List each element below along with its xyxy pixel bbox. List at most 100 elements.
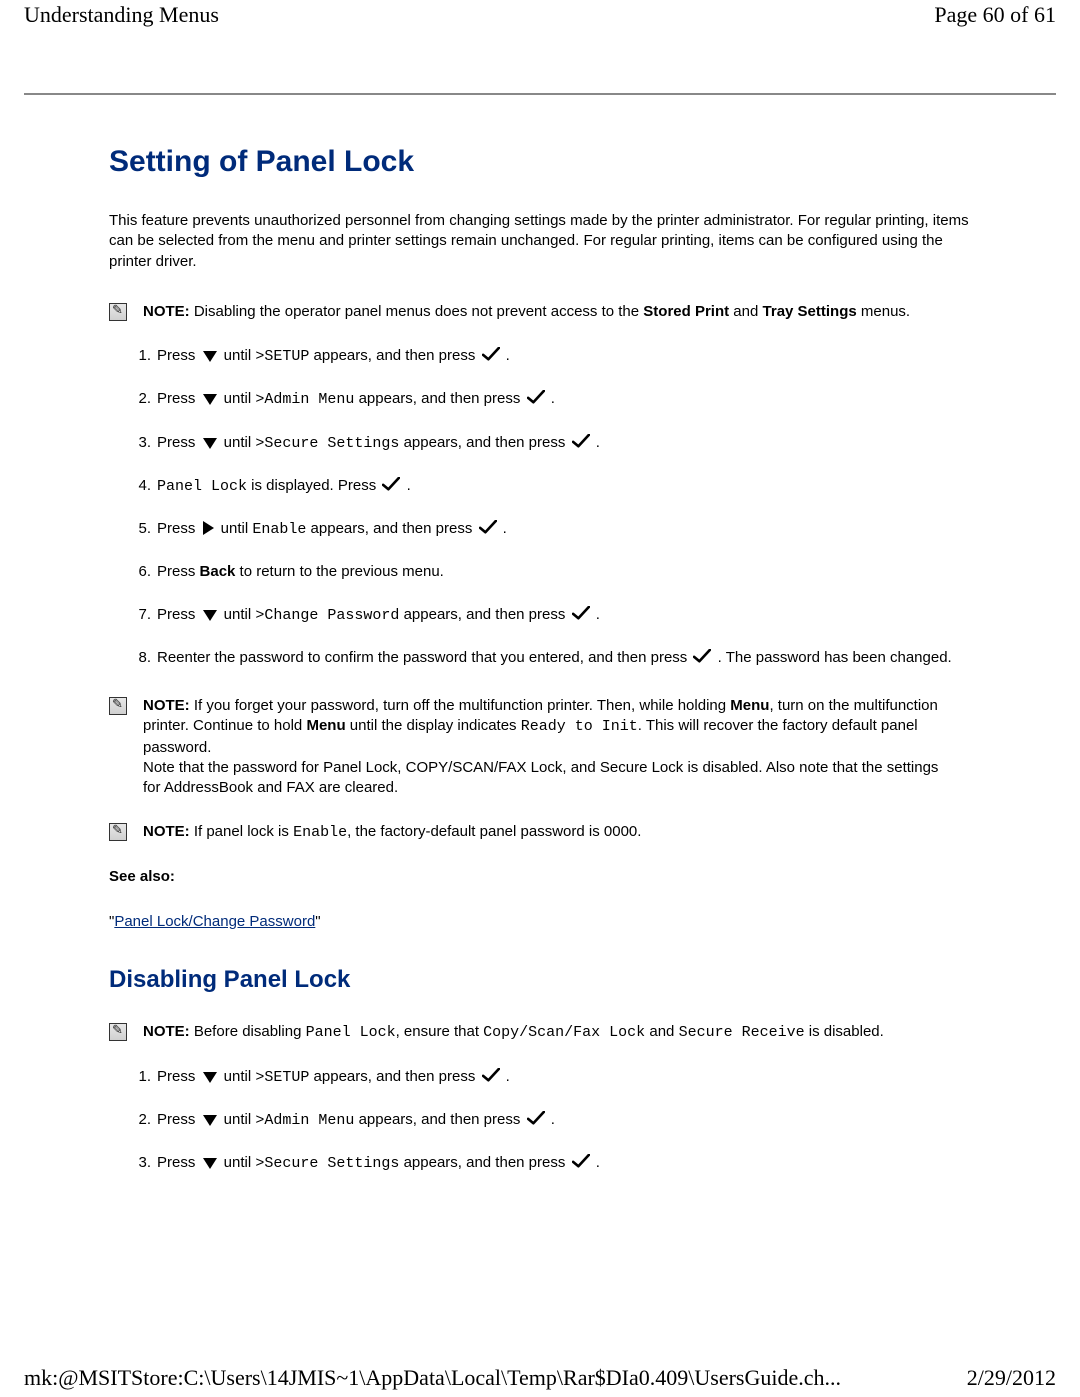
step-item: Press until >SETUP appears, and then pre… (143, 346, 971, 367)
note-label: NOTE: (143, 823, 190, 840)
see-also-link[interactable]: Panel Lock/Change Password (114, 913, 315, 930)
step-text: Press (157, 520, 200, 537)
see-also-line: "Panel Lock/Change Password" (109, 913, 971, 930)
down-icon (203, 610, 217, 621)
divider (24, 93, 1056, 95)
note-text: is disabled. (805, 1023, 884, 1040)
note-label: NOTE: (143, 303, 190, 320)
note-block: NOTE: Before disabling Panel Lock, ensur… (109, 1022, 971, 1043)
note-icon (109, 697, 127, 715)
check-icon (527, 1111, 545, 1125)
steps-list: Press until >SETUP appears, and then pre… (109, 1067, 971, 1175)
step-text: appears, and then press (354, 390, 524, 407)
step-text: appears, and then press (399, 1154, 569, 1171)
note-text: Note that the password for Panel Lock, C… (143, 759, 938, 796)
step-text: until (220, 1154, 256, 1171)
down-icon (203, 438, 217, 449)
down-icon (203, 1115, 217, 1126)
step-item: Panel Lock is displayed. Press . (143, 476, 971, 497)
step-item: Press until Enable appears, and then pre… (143, 519, 971, 540)
step-code: Copy/Scan/Fax Lock (483, 1024, 645, 1041)
step-text: until (220, 390, 256, 407)
check-icon (527, 390, 545, 404)
step-text: . (402, 477, 410, 494)
check-icon (572, 1154, 590, 1168)
note-block: NOTE: If you forget your password, turn … (109, 696, 971, 798)
step-text: until (220, 606, 256, 623)
note-text: Disabling the operator panel menus does … (190, 303, 644, 320)
step-item: Press until >Change Password appears, an… (143, 605, 971, 626)
step-text: Press (157, 1154, 200, 1171)
note-icon (109, 303, 127, 321)
note-body: NOTE: Disabling the operator panel menus… (143, 302, 930, 322)
check-icon (479, 520, 497, 534)
note-text: , the factory-default panel password is … (347, 823, 641, 840)
step-item: Press until >Admin Menu appears, and the… (143, 389, 971, 410)
note-body: NOTE: If panel lock is Enable, the facto… (143, 822, 661, 843)
check-icon (572, 606, 590, 620)
down-icon (203, 1158, 217, 1169)
step-code: Enable (293, 824, 347, 841)
note-body: NOTE: Before disabling Panel Lock, ensur… (143, 1022, 904, 1043)
note-text: and (729, 303, 762, 320)
note-text: If panel lock is (190, 823, 293, 840)
steps-list: Press until >SETUP appears, and then pre… (109, 346, 971, 668)
step-text: appears, and then press (399, 606, 569, 623)
step-text: Reenter the password to confirm the pass… (157, 649, 691, 666)
step-code: >Secure Settings (255, 1155, 399, 1172)
step-text: Press (157, 347, 200, 364)
step-item: Press until >Secure Settings appears, an… (143, 1153, 971, 1174)
page-indicator: Page 60 of 61 (934, 2, 1056, 28)
step-text: appears, and then press (309, 347, 479, 364)
step-code: >Secure Settings (255, 435, 399, 452)
step-text: . (502, 347, 510, 364)
note-bold: Tray Settings (763, 303, 857, 320)
step-code: Secure Receive (679, 1024, 805, 1041)
step-code: >Admin Menu (255, 1112, 354, 1129)
step-text: appears, and then press (309, 1068, 479, 1085)
see-also-label: See also: (109, 868, 971, 885)
step-text: . (547, 1111, 555, 1128)
step-text: . The password has been changed. (713, 649, 951, 666)
step-text: . (592, 1154, 600, 1171)
check-icon (482, 1068, 500, 1082)
note-label: NOTE: (143, 1023, 190, 1040)
step-text: . (499, 520, 507, 537)
step-text: Press (157, 434, 200, 451)
step-text: until (220, 1111, 256, 1128)
step-item: Press until >SETUP appears, and then pre… (143, 1067, 971, 1088)
step-text: until (217, 520, 253, 537)
note-block: NOTE: Disabling the operator panel menus… (109, 302, 971, 322)
right-icon (203, 521, 214, 535)
step-code: >SETUP (255, 1069, 309, 1086)
step-text: Press (157, 1068, 200, 1085)
step-text: until (220, 1068, 256, 1085)
check-icon (382, 477, 400, 491)
down-icon (203, 394, 217, 405)
note-label: NOTE: (143, 697, 190, 714)
note-text: and (645, 1023, 678, 1040)
step-item: Press until >Secure Settings appears, an… (143, 433, 971, 454)
step-code: Panel Lock (157, 478, 247, 495)
step-text: appears, and then press (399, 434, 569, 451)
note-block: NOTE: If panel lock is Enable, the facto… (109, 822, 971, 843)
note-text: , ensure that (396, 1023, 484, 1040)
step-text: appears, and then press (354, 1111, 524, 1128)
doc-title: Understanding Menus (24, 2, 219, 28)
note-text: Before disabling (190, 1023, 306, 1040)
step-item: Reenter the password to confirm the pass… (143, 648, 971, 668)
step-text: Press (157, 563, 200, 580)
note-text: until the display indicates (346, 717, 521, 734)
step-code: Ready to Init (521, 718, 638, 735)
step-code: >Admin Menu (255, 391, 354, 408)
step-text: is displayed. Press (247, 477, 380, 494)
step-text: . (547, 390, 555, 407)
footer-bar: mk:@MSITStore:C:\Users\14JMIS~1\AppData\… (0, 1365, 1080, 1391)
note-body: NOTE: If you forget your password, turn … (143, 696, 971, 798)
note-text: menus. (857, 303, 910, 320)
check-icon (693, 649, 711, 663)
step-code: Enable (252, 521, 306, 538)
step-text: Press (157, 1111, 200, 1128)
note-icon (109, 823, 127, 841)
step-code: >SETUP (255, 348, 309, 365)
